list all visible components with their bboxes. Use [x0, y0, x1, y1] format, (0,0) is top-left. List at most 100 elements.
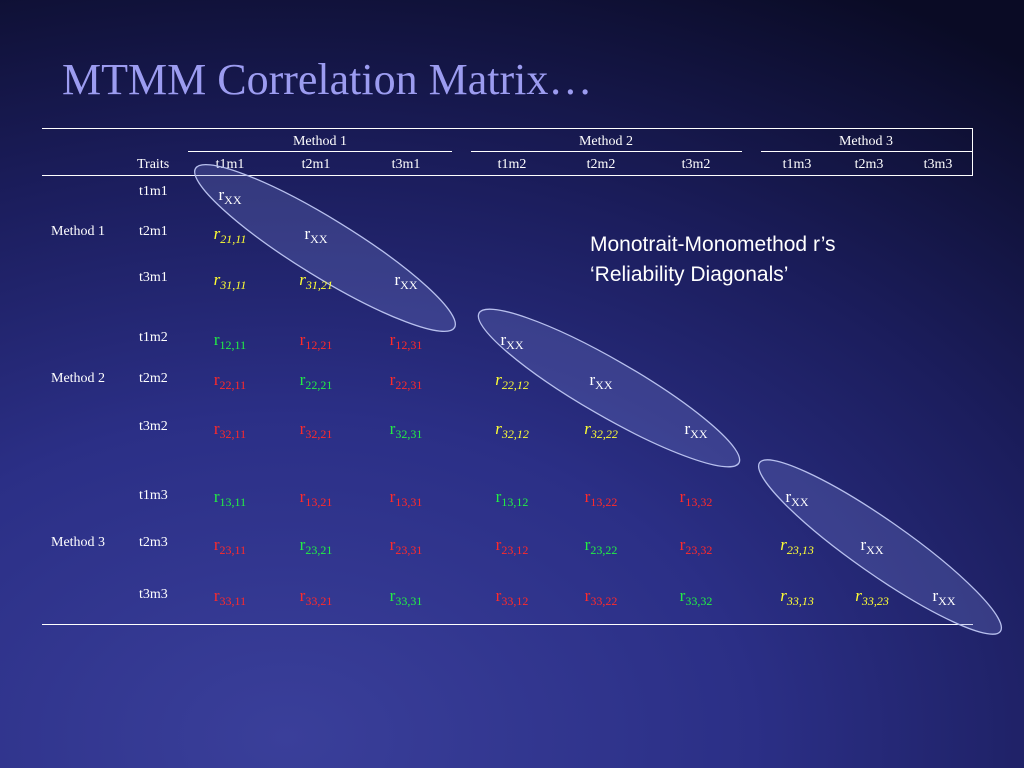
correlation-cell: r23,22: [584, 535, 618, 557]
cell-subscript: 33,22: [590, 594, 618, 608]
column-header-t3m1: t3m1: [391, 157, 421, 172]
cell-subscript: 13,31: [395, 495, 423, 509]
table-top-rule: [42, 128, 973, 129]
row-label-t1m3: t1m3: [139, 488, 168, 503]
cell-symbol: r: [389, 370, 396, 389]
cell-symbol: r: [213, 535, 220, 554]
cell-symbol: r: [213, 586, 220, 605]
cell-symbol: r: [780, 586, 787, 605]
cell-symbol: r: [495, 370, 502, 389]
cell-subscript: 31,11: [220, 278, 247, 292]
cell-subscript: XX: [595, 378, 613, 392]
column-header-t3m3: t3m3: [923, 157, 953, 172]
cell-subscript: 13,21: [305, 495, 333, 509]
correlation-cell: rXX: [500, 330, 524, 352]
cell-subscript: 32,11: [219, 427, 247, 441]
traits-header: Traits: [137, 157, 170, 172]
table-bottom-rule: [42, 624, 973, 625]
cell-symbol: r: [679, 487, 686, 506]
cell-subscript: 33,13: [786, 594, 814, 608]
cell-symbol: r: [584, 487, 591, 506]
correlation-cell: r33,13: [780, 586, 814, 608]
correlation-cell: rXX: [684, 419, 708, 441]
correlation-cell: r13,11: [214, 487, 246, 508]
correlation-cell: r13,32: [679, 487, 713, 508]
correlation-cell: r13,21: [300, 487, 333, 509]
correlation-cell: r23,32: [680, 535, 713, 556]
cell-symbol: r: [785, 487, 792, 506]
correlation-cell: r33,22: [584, 586, 618, 608]
cell-symbol: r: [213, 224, 221, 243]
correlation-cell: r13,12: [496, 487, 529, 508]
cell-subscript: XX: [224, 193, 242, 207]
correlation-cell: r21,11: [213, 224, 247, 246]
correlation-cell: r23,13: [780, 535, 814, 556]
cell-symbol: r: [860, 535, 867, 554]
cell-subscript: 32,12: [501, 427, 529, 441]
cell-symbol: r: [299, 370, 306, 389]
cell-symbol: r: [495, 586, 502, 605]
cell-subscript: 33,12: [501, 594, 529, 608]
correlation-cell: r23,21: [300, 535, 333, 557]
row-label-t2m1: t2m1: [139, 224, 168, 239]
cell-symbol: r: [304, 224, 311, 243]
cell-subscript: 33,11: [219, 594, 247, 608]
cell-symbol: r: [389, 330, 396, 349]
correlation-cell: rXX: [394, 270, 418, 292]
cell-symbol: r: [218, 185, 225, 204]
correlation-cell: r22,31: [389, 370, 423, 392]
header-bottom-rule: [42, 175, 973, 176]
cell-symbol: r: [389, 487, 396, 506]
correlation-cell: r23,31: [390, 535, 423, 556]
cell-subscript: 32,22: [590, 427, 618, 441]
correlation-cell: rXX: [932, 586, 955, 607]
cell-subscript: 31,21: [305, 278, 333, 292]
cell-symbol: r: [584, 535, 591, 554]
callout-line-2: ‘Reliability Diagonals’: [590, 263, 789, 286]
method1-header-rule: [188, 151, 452, 152]
cell-symbol: r: [495, 419, 502, 438]
cell-symbol: r: [394, 270, 401, 289]
reliability-ellipse-method-1: [193, 163, 457, 333]
cell-subscript: 21,11: [220, 232, 247, 246]
cell-subscript: 23,11: [219, 543, 247, 557]
cell-subscript: 23,21: [305, 543, 333, 557]
reliability-ellipse-method-2: [477, 308, 741, 468]
correlation-cell: r31,21: [299, 270, 333, 292]
cell-symbol: r: [679, 586, 686, 605]
row-label-t2m2: t2m2: [139, 371, 168, 386]
column-header-t1m3: t1m3: [782, 157, 812, 172]
correlation-cell: r32,31: [390, 419, 423, 440]
row-group-method-3: Method 3: [51, 535, 106, 550]
cell-subscript: XX: [506, 338, 524, 352]
correlation-cell: r32,21: [300, 419, 333, 440]
cell-subscript: XX: [310, 232, 328, 246]
row-label-t1m2: t1m2: [139, 330, 168, 345]
correlation-cell: r13,31: [389, 487, 423, 509]
cell-symbol: r: [500, 330, 507, 349]
method2-header-rule: [471, 151, 742, 152]
table-right-border: [972, 128, 973, 175]
correlation-cell: r22,21: [299, 370, 333, 391]
cell-subscript: 12,31: [395, 338, 423, 352]
cell-symbol: r: [495, 535, 502, 554]
cell-symbol: r: [299, 586, 306, 605]
column-header-t2m2: t2m2: [586, 157, 616, 172]
row-label-t2m3: t2m3: [139, 535, 168, 550]
correlation-cell: rXX: [218, 185, 242, 207]
cell-symbol: r: [584, 586, 591, 605]
column-header-t2m3: t2m3: [854, 157, 884, 172]
cell-symbol: r: [855, 586, 862, 605]
row-label-t3m1: t3m1: [139, 270, 168, 285]
cell-subscript: XX: [690, 427, 708, 441]
cell-symbol: r: [589, 370, 596, 389]
cell-subscript: 22,31: [395, 378, 423, 392]
correlation-cell: r12,31: [389, 330, 423, 352]
correlation-cell: r12,11: [214, 330, 246, 351]
cell-subscript: XX: [400, 278, 418, 292]
cell-subscript: 33,21: [305, 594, 333, 608]
cell-subscript: 22,12: [501, 378, 529, 392]
correlation-cell: r33,21: [299, 586, 333, 608]
cell-subscript: 23,22: [590, 543, 618, 557]
